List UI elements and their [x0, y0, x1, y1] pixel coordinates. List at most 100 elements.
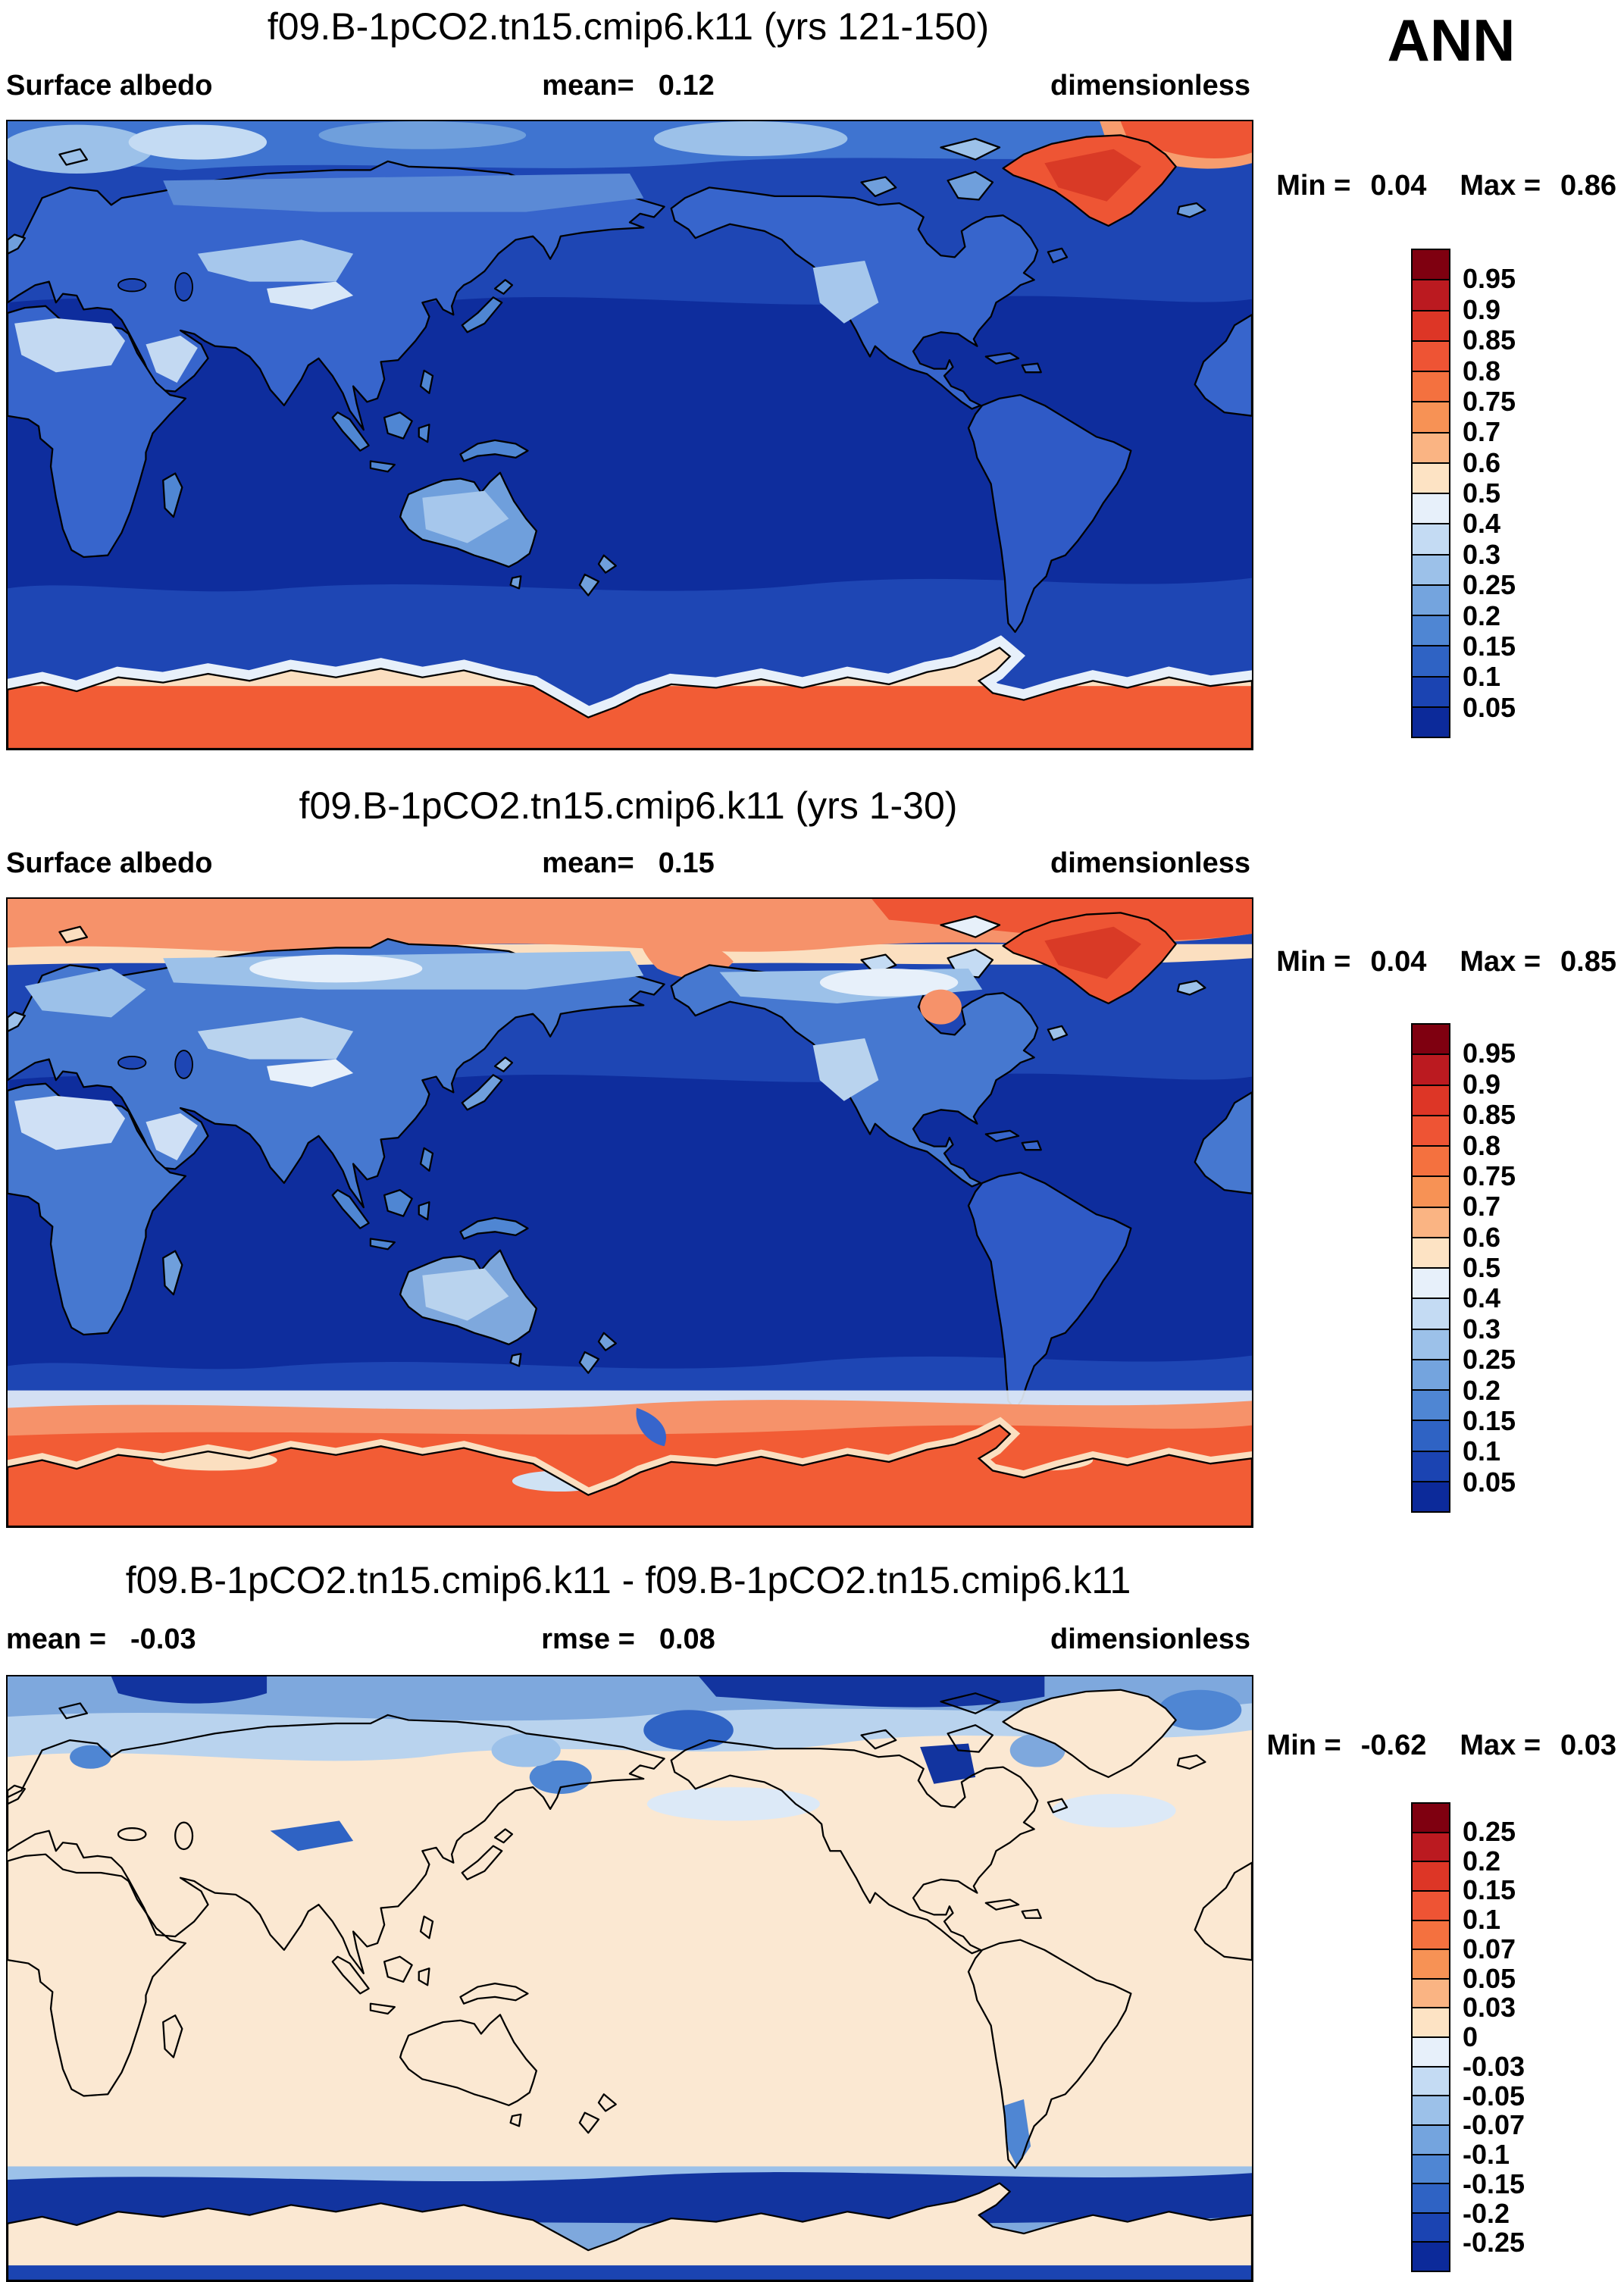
colorbar-box: [1413, 2153, 1449, 2183]
colorbar-boxes: [1411, 1023, 1450, 1513]
colorbar-box: [1413, 401, 1449, 432]
panel2-max-value: 0.85: [1560, 946, 1616, 978]
colorbar-tick-label: 0.25: [1463, 1344, 1516, 1376]
panel1-min-value: 0.04: [1370, 170, 1427, 202]
colorbar-tick-label: -0.2: [1463, 2197, 1510, 2229]
panel2-map: [6, 897, 1253, 1528]
colorbar-box: [1413, 1480, 1449, 1511]
colorbar-box: [1413, 1889, 1449, 1920]
colorbar-box: [1413, 340, 1449, 371]
panel1-max-value: 0.86: [1560, 170, 1616, 202]
colorbar-tick-label: 0.7: [1463, 1191, 1501, 1222]
panel1-meta-row: Surface albedo mean= 0.12 dimensionless: [6, 70, 1250, 102]
colorbar-tick-label: -0.05: [1463, 2080, 1525, 2111]
panel2-mean-value: 0.15: [658, 847, 715, 879]
colorbar-tick-label: 0.4: [1463, 508, 1501, 540]
colorbar-tick-label: 0.95: [1463, 1038, 1516, 1069]
colorbar-box: [1413, 2065, 1449, 2096]
colorbar-tick-label: 0.85: [1463, 1099, 1516, 1131]
colorbar-tick-label: 0.15: [1463, 1404, 1516, 1436]
surface-albedo-map-yrs1-30: [8, 899, 1252, 1526]
colorbar-box: [1413, 1861, 1449, 1890]
colorbar-box: [1413, 431, 1449, 462]
panel2-title: f09.B-1pCO2.tn15.cmip6.k11 (yrs 1-30): [299, 784, 958, 827]
colorbar-box: [1413, 2212, 1449, 2242]
colorbar-box: [1413, 2036, 1449, 2066]
panel2-min-value: 0.04: [1370, 946, 1427, 978]
panel3-rmse-value: 0.08: [659, 1623, 715, 1655]
colorbar-tick-label: 0.15: [1463, 1874, 1516, 1906]
colorbar-tick-label: 0.2: [1463, 1374, 1501, 1406]
colorbar-boxes: [1411, 1802, 1450, 2272]
colorbar-labels: 0.25 0.2 0.15 0.1 0.07 0.05 0.03 0 -0.03 -0.05 -0.…: [1463, 1802, 1614, 2272]
panel3-min-label: Min =: [1266, 1729, 1341, 1761]
colorbar-box: [1413, 1420, 1449, 1451]
colorbar-tick-label: 0.1: [1463, 1435, 1501, 1467]
colorbar-box: [1413, 1450, 1449, 1481]
colorbar-box: [1413, 1053, 1449, 1085]
difference-field-layer: [8, 1676, 1252, 2167]
colorbar-box: [1413, 1328, 1449, 1359]
colorbar-box: [1413, 1389, 1449, 1420]
panel1-variable-label: Surface albedo: [6, 70, 213, 102]
colorbar-tick-label: 0.75: [1463, 385, 1516, 417]
colorbar-tick-label: 0.05: [1463, 1962, 1516, 1994]
colorbar-tick-label: -0.15: [1463, 2168, 1525, 2199]
panel2-mean: mean= 0.15: [542, 847, 714, 880]
colorbar-box: [1413, 1919, 1449, 1949]
colorbar-box: [1413, 2124, 1449, 2154]
colorbar-labels: 0.95 0.9 0.85 0.8 0.75 0.7 0.6 0.5 0.4 0.3 0.25 0.2…: [1463, 249, 1614, 738]
panel3-title: f09.B-1pCO2.tn15.cmip6.k11 - f09.B-1pCO2…: [125, 1559, 1131, 1601]
colorbar-tick-label: -0.07: [1463, 2109, 1525, 2141]
colorbar-tick-label: 0.85: [1463, 324, 1516, 356]
colorbar-tick-label: 0.7: [1463, 416, 1501, 448]
colorbar-box: [1413, 1804, 1449, 1832]
panel3-max-value: 0.03: [1560, 1729, 1616, 1761]
colorbar-tick-label: 0.2: [1463, 1845, 1501, 1877]
colorbar-tick-label: 0.05: [1463, 691, 1516, 723]
colorbar-tick-label: -0.03: [1463, 2050, 1525, 2082]
colorbar-tick-label: 0.9: [1463, 1068, 1501, 1100]
colorbar-tick-label: 0.1: [1463, 1904, 1501, 1935]
colorbar-tick-label: 0.5: [1463, 477, 1501, 509]
panel1-map: [6, 120, 1253, 750]
colorbar-box: [1413, 706, 1449, 737]
panel2-minmax: Min = 0.04 Max = 0.85: [1276, 946, 1616, 978]
panel3-minmax: Min = -0.62 Max = 0.03: [1267, 1729, 1616, 1762]
panel2-colorbar: 0.95 0.9 0.85 0.8 0.75 0.7 0.6 0.5 0.4 0.3 0.25 0.2…: [1411, 1023, 1623, 1513]
colorbar-box: [1413, 1298, 1449, 1329]
colorbar-box: [1413, 371, 1449, 402]
colorbar-labels: 0.95 0.9 0.85 0.8 0.75 0.7 0.6 0.5 0.4 0.3 0.25 0.2…: [1463, 1023, 1614, 1513]
panel3-mean-label: mean =: [6, 1623, 107, 1655]
colorbar-box: [1413, 1084, 1449, 1115]
southern-ocean-layer: [8, 2166, 1252, 2280]
colorbar-tick-label: 0.3: [1463, 1313, 1501, 1344]
panel1-mean: mean= 0.12: [542, 70, 714, 102]
colorbar-box: [1413, 1206, 1449, 1237]
colorbar-tick-label: 0.9: [1463, 293, 1501, 325]
panel1-mean-value: 0.12: [658, 70, 715, 102]
panel1-min-label: Min =: [1276, 170, 1351, 202]
colorbar-tick-label: -0.1: [1463, 2139, 1510, 2170]
colorbar-tick-label: 0.95: [1463, 263, 1516, 295]
ocean-bands-layer: [8, 121, 1252, 592]
colorbar-box: [1413, 2007, 1449, 2036]
colorbar-box: [1413, 250, 1449, 280]
panel3-colorbar: 0.25 0.2 0.15 0.1 0.07 0.05 0.03 0 -0.03 -0.05 -0.…: [1411, 1802, 1623, 2272]
colorbar-box: [1413, 1175, 1449, 1207]
colorbar-box: [1413, 309, 1449, 340]
colorbar-tick-label: 0.8: [1463, 1129, 1501, 1161]
panel3-mean: mean = -0.03: [6, 1623, 196, 1656]
colorbar-box: [1413, 279, 1449, 310]
panel2-max-label: Max =: [1460, 946, 1541, 978]
panel1-title: f09.B-1pCO2.tn15.cmip6.k11 (yrs 121-150): [267, 5, 990, 48]
colorbar-box: [1413, 1358, 1449, 1389]
colorbar-box: [1413, 1977, 1449, 2008]
colorbar-box: [1413, 584, 1449, 615]
colorbar-tick-label: 0.07: [1463, 1933, 1516, 1964]
colorbar-box: [1413, 493, 1449, 524]
colorbar-box: [1413, 1267, 1449, 1298]
panel2-min-label: Min =: [1276, 946, 1351, 978]
coastlines-layer: [8, 1690, 1252, 2280]
